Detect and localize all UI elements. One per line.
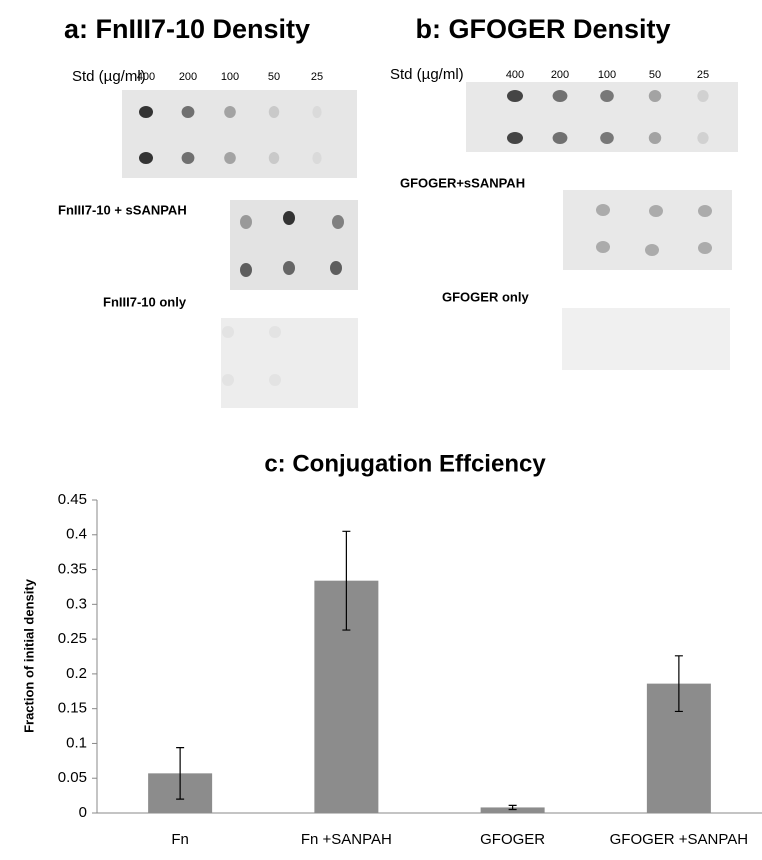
blot-dot <box>222 374 234 386</box>
blot-dot <box>332 215 344 229</box>
blot-dot <box>268 106 280 118</box>
blot-dot <box>181 106 195 118</box>
y-tick-label: 0.15 <box>58 700 87 717</box>
blot-dot <box>269 374 281 386</box>
blot-dot <box>222 326 234 338</box>
blot-dot <box>552 132 568 144</box>
blot-dot <box>600 90 614 102</box>
std-concentration: 200 <box>551 69 569 81</box>
blot-dot <box>697 132 709 144</box>
blot-dot <box>240 263 252 277</box>
x-tick-label: GFOGER <box>480 831 545 848</box>
std-concentration: 50 <box>649 69 661 81</box>
error-bar <box>176 747 185 800</box>
blot-dot <box>240 215 252 229</box>
y-tick-label: 0.35 <box>58 561 87 578</box>
blot-dot <box>507 132 523 144</box>
std-concentration: 100 <box>598 69 616 81</box>
error-bar <box>674 655 683 713</box>
blot-label: GFOGER only <box>442 289 529 304</box>
y-tick-label: 0.45 <box>58 491 87 508</box>
std-label: Std (µg/ml) <box>390 66 464 83</box>
std-concentration: 25 <box>697 69 709 81</box>
y-tick-label: 0.2 <box>66 665 87 682</box>
blot-dot <box>283 211 295 225</box>
x-tick-label: Fn <box>171 831 189 848</box>
blot-dot <box>312 152 322 164</box>
blot-dot <box>552 90 568 102</box>
blot-dot <box>698 205 712 217</box>
blot-dot <box>648 132 662 144</box>
blot-label: GFOGER+sSANPAH <box>400 175 525 190</box>
blot-dot <box>507 90 523 102</box>
std-concentration: 200 <box>179 71 197 83</box>
blot-dot <box>224 152 236 164</box>
std-label: Std (µg/ml) <box>72 68 146 85</box>
blot-dot <box>181 152 195 164</box>
blot-dot <box>268 152 280 164</box>
std-concentration: 400 <box>137 71 155 83</box>
blot-dot <box>698 242 712 254</box>
blot <box>562 308 730 370</box>
blot-dot <box>283 261 295 275</box>
panel-b-title: b: GFOGER Density <box>415 14 670 44</box>
blot-dot <box>648 90 662 102</box>
error-bar <box>342 530 351 631</box>
bar <box>480 807 545 813</box>
blot-label: FnIII7-10 only <box>103 294 187 309</box>
std-concentration: 400 <box>506 69 524 81</box>
blot-dot <box>596 241 610 253</box>
blot-dot <box>697 90 709 102</box>
std-concentration: 100 <box>221 71 239 83</box>
y-tick-label: 0 <box>79 804 87 821</box>
blot-dot <box>649 205 663 217</box>
blot-dot <box>312 106 322 118</box>
y-tick-label: 0.4 <box>66 526 87 543</box>
blot-dot <box>600 132 614 144</box>
blot-dot <box>645 244 659 256</box>
blot <box>563 190 732 270</box>
x-tick-label: Fn +SANPAH <box>301 831 392 848</box>
blots <box>122 82 738 408</box>
error-bar <box>508 804 517 811</box>
y-tick-label: 0.3 <box>66 595 87 612</box>
blot <box>230 200 358 290</box>
blot-label: FnIII7-10 + sSANPAH <box>58 202 187 217</box>
blot <box>221 318 358 408</box>
blot-dot <box>139 152 153 164</box>
blot-dot <box>596 204 610 216</box>
std-concentration: 50 <box>268 71 280 83</box>
x-tick-label: GFOGER +SANPAH <box>610 831 749 848</box>
y-tick-label: 0.1 <box>66 734 87 751</box>
blot <box>122 90 357 178</box>
std-concentration: 25 <box>311 71 323 83</box>
panel-a-title: a: FnIII7-10 Density <box>64 14 310 44</box>
blot-dot <box>139 106 153 118</box>
blot-dot <box>330 261 342 275</box>
y-tick-label: 0.05 <box>58 769 87 786</box>
y-axis-label: Fraction of initial density <box>21 578 36 733</box>
blot-dot <box>224 106 236 118</box>
blot-dot <box>269 326 281 338</box>
chart-title: c: Conjugation Effciency <box>264 450 546 477</box>
y-tick-label: 0.25 <box>58 630 87 647</box>
